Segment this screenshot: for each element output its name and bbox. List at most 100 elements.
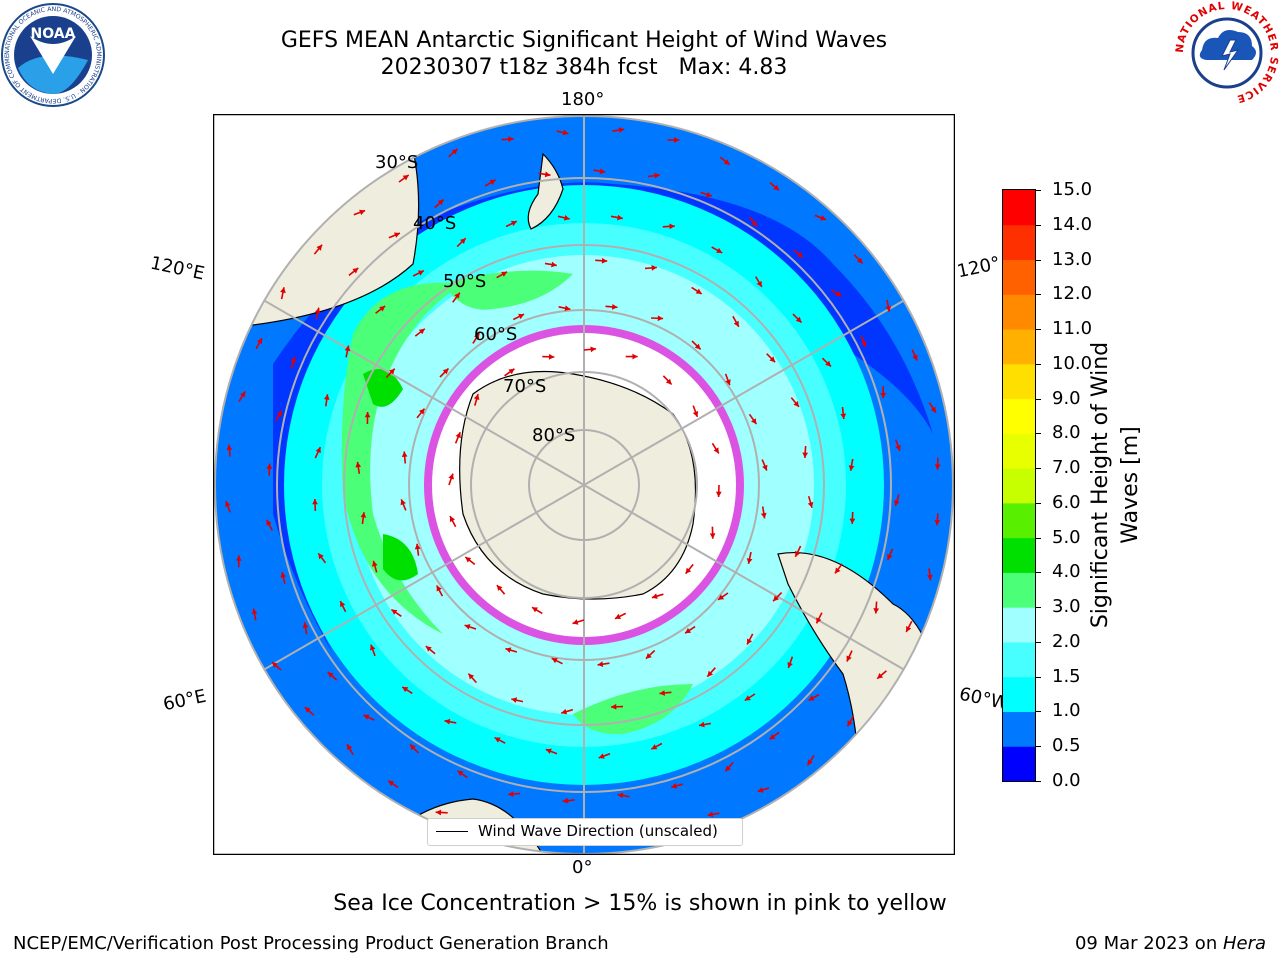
- colorbar-tick-label: 1.0: [1052, 700, 1081, 722]
- wave-arrow-head: [795, 316, 802, 323]
- colorbar-tick-mark: [1035, 502, 1041, 504]
- wave-arrow-head: [394, 232, 400, 238]
- wave-arrow-head: [671, 783, 677, 789]
- colorbar-tick-mark: [1035, 468, 1041, 470]
- wave-arrow-head: [379, 306, 386, 312]
- wave-arrow-head: [240, 391, 246, 398]
- wave-arrow-head: [449, 516, 455, 523]
- wave-arrow-head: [713, 447, 719, 454]
- wave-arrow-head: [266, 463, 273, 469]
- wave-arrow-head: [315, 447, 321, 454]
- wave-arrow-head: [598, 753, 605, 759]
- wave-arrow-head: [280, 287, 286, 294]
- antarctica-land: [459, 370, 697, 600]
- lon-label-60w: 60°W: [957, 683, 1005, 714]
- wave-arrow-head: [372, 560, 378, 567]
- map-legend: Wind Wave Direction (unscaled): [427, 818, 743, 846]
- wave-arrow-head: [651, 744, 658, 750]
- wave-arrow-head: [825, 360, 831, 367]
- wave-arrow-head: [388, 780, 395, 787]
- wave-arrow-head: [797, 251, 803, 258]
- colorbar-tick-mark: [1035, 259, 1041, 261]
- wave-arrow-head: [751, 220, 757, 227]
- wave-arrow-head: [807, 759, 813, 766]
- wave-arrow-head: [344, 345, 351, 352]
- wave-arrow-head: [510, 220, 517, 227]
- wave-arrow-head: [280, 572, 287, 578]
- wave-arrow-head: [654, 172, 660, 179]
- wave-arrow-head: [302, 622, 309, 629]
- wave-arrow-head: [544, 171, 551, 178]
- wave-arrow-head: [934, 519, 941, 526]
- colorbar-tick-mark: [1035, 190, 1041, 191]
- wave-arrow-head: [548, 353, 555, 360]
- wave-arrow-head: [723, 159, 730, 165]
- wave-arrow-head: [885, 306, 892, 312]
- wave-arrow-head: [934, 464, 941, 470]
- wave-arrow-head: [808, 695, 815, 701]
- wave-arrow-head: [706, 191, 712, 198]
- chart-title: GEFS MEAN Antarctic Significant Height o…: [280, 28, 888, 53]
- colorbar-tick-mark: [1035, 607, 1041, 609]
- wave-arrow-head: [820, 215, 827, 221]
- wave-arrow-head: [323, 394, 330, 400]
- wave-arrow-head: [437, 199, 444, 206]
- colorbar-tick-label: 4.0: [1052, 561, 1081, 583]
- wave-arrow-head: [725, 765, 731, 772]
- wave-arrow-head: [511, 697, 518, 703]
- wave-arrow-head: [501, 271, 508, 277]
- wave-arrow-head: [709, 533, 716, 539]
- wave-arrow-head: [597, 661, 604, 667]
- colorbar-swatch: [1003, 676, 1035, 712]
- map-canvas: [212, 113, 956, 856]
- footer-date: 09 Mar 2023 on Hera: [1075, 933, 1266, 954]
- colorbar: [1002, 189, 1036, 782]
- colorbar-tick-label: 0.0: [1052, 770, 1081, 791]
- wave-arrow-head: [448, 473, 454, 480]
- wave-arrow-head: [927, 574, 933, 581]
- wave-arrow-head: [846, 655, 852, 662]
- colorbar-swatch: [1003, 190, 1035, 226]
- colorbar-tick-label: 9.0: [1052, 387, 1081, 409]
- wave-arrow-head: [442, 368, 449, 375]
- wave-arrow-head: [715, 491, 722, 497]
- wave-arrow-head: [464, 624, 471, 630]
- wave-arrow-head: [793, 401, 799, 407]
- wave-arrow-head: [632, 353, 638, 360]
- colorbar-swatch: [1003, 711, 1035, 747]
- wave-arrow-head: [256, 338, 262, 345]
- nws-logo: NATIONAL WEATHER SERVICE: [1174, 0, 1280, 110]
- colorbar-swatch: [1003, 433, 1035, 469]
- wave-arrow-head: [419, 408, 425, 415]
- wave-arrow-head: [930, 406, 936, 413]
- colorbar-tick-mark: [1035, 537, 1041, 539]
- wave-arrow-head: [505, 647, 512, 653]
- wave-arrow-head: [849, 518, 856, 524]
- wave-arrow-head: [562, 797, 569, 804]
- wave-arrow-head: [236, 555, 242, 561]
- wave-arrow-head: [340, 601, 346, 608]
- colorbar-tick-mark: [1035, 746, 1041, 748]
- map-frame: [212, 113, 956, 856]
- wave-arrow-head: [508, 136, 514, 143]
- wave-arrow-head: [856, 257, 863, 264]
- wave-arrow-head: [418, 328, 425, 335]
- wave-arrow-head: [873, 608, 880, 614]
- colorbar-tick-label: 6.0: [1052, 491, 1081, 513]
- colorbar-tick-mark: [1035, 294, 1041, 296]
- wave-arrow-head: [355, 461, 362, 468]
- lon-label-180: 180°: [561, 89, 605, 110]
- wave-arrow-head: [457, 770, 464, 777]
- wave-arrow-head: [508, 791, 514, 797]
- colorbar-swatch: [1003, 641, 1035, 678]
- legend-line-swatch: [436, 831, 468, 832]
- wave-arrow-head: [474, 333, 480, 340]
- colorbar-swatch: [1003, 607, 1035, 643]
- wave-arrow-head: [465, 557, 472, 563]
- wave-arrow-head: [402, 686, 409, 693]
- wave-arrow-head: [769, 734, 776, 740]
- wave-arrow-head: [473, 394, 480, 400]
- wave-arrow-head: [699, 721, 705, 728]
- legend-label: Wind Wave Direction (unscaled): [478, 822, 718, 840]
- wave-arrow-head: [251, 608, 258, 615]
